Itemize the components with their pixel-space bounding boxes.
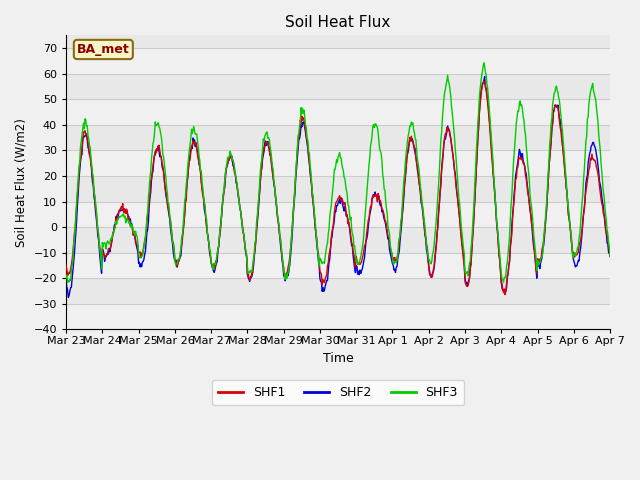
SHF3	[480, 60, 488, 66]
SHF1	[190, 139, 198, 145]
Line: SHF1: SHF1	[66, 82, 640, 295]
Bar	[66, 48, 610, 74]
SHF3	[62, 275, 70, 280]
SHF2	[554, 105, 561, 110]
SHF1	[62, 263, 70, 268]
Title: Soil Heat Flux: Soil Heat Flux	[285, 15, 391, 30]
SHF1	[480, 79, 488, 84]
SHF3	[191, 128, 198, 134]
Bar	[66, 202, 610, 227]
SHF3	[142, 226, 150, 232]
Bar	[66, 125, 610, 150]
SHF1	[501, 292, 509, 298]
SHF1	[479, 81, 487, 86]
SHF2	[536, 266, 543, 272]
Bar	[66, 150, 610, 176]
SHF1	[71, 225, 79, 231]
SHF2	[480, 78, 488, 84]
Bar	[66, 278, 610, 304]
SHF3	[554, 87, 561, 93]
SHF2	[72, 228, 80, 234]
Bar	[66, 252, 610, 278]
SHF1	[536, 256, 543, 262]
SHF2	[481, 74, 488, 80]
SHF3	[64, 279, 72, 285]
SHF2	[191, 137, 198, 143]
Bar	[66, 304, 610, 329]
Bar	[66, 99, 610, 125]
SHF3	[536, 260, 543, 265]
Bar	[66, 74, 610, 99]
SHF2	[62, 279, 70, 285]
SHF1	[141, 234, 149, 240]
Y-axis label: Soil Heat Flux (W/m2): Soil Heat Flux (W/m2)	[15, 118, 28, 247]
SHF3	[481, 64, 488, 70]
SHF1	[554, 104, 561, 109]
Text: BA_met: BA_met	[77, 43, 130, 56]
Bar	[66, 176, 610, 202]
SHF3	[72, 215, 80, 220]
SHF2	[65, 295, 72, 300]
Bar	[66, 227, 610, 252]
SHF2	[142, 238, 150, 244]
Line: SHF3: SHF3	[66, 63, 640, 282]
Line: SHF2: SHF2	[66, 77, 640, 298]
Legend: SHF1, SHF2, SHF3: SHF1, SHF2, SHF3	[212, 380, 464, 406]
X-axis label: Time: Time	[323, 352, 353, 365]
